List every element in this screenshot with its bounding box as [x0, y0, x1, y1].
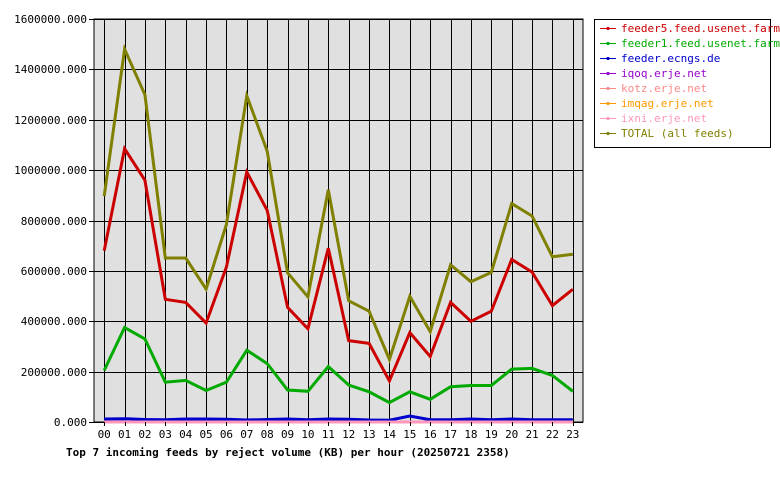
legend-label: TOTAL (all feeds) — [621, 127, 734, 140]
x-tick-label: 19 — [485, 428, 498, 441]
legend-marker — [606, 131, 610, 136]
legend-label: feeder5.feed.usenet.farm — [621, 22, 780, 35]
x-tick-label: 22 — [546, 428, 559, 441]
legend-label: imqag.erje.net — [621, 97, 714, 110]
y-tick-label: 1000000.000 — [14, 164, 87, 177]
x-tick-label: 17 — [444, 428, 457, 441]
y-tick-label: 1600000.000 — [14, 13, 87, 26]
x-tick-label: 01 — [118, 428, 131, 441]
x-tick-label: 03 — [159, 428, 172, 441]
x-tick-label: 11 — [322, 428, 335, 441]
y-tick-label: 600000.000 — [21, 265, 87, 278]
x-tick-label: 16 — [424, 428, 437, 441]
plot-background — [93, 18, 584, 423]
series-lines — [102, 43, 574, 424]
x-tick-label: 20 — [505, 428, 518, 441]
x-tick-label: 23 — [566, 428, 579, 441]
legend-marker — [606, 56, 610, 61]
x-tick-label: 02 — [138, 428, 151, 441]
x-tick-label: 04 — [179, 428, 193, 441]
x-axis-ticks: 00 01 02 03 04 05 06 07 08 09 10 11 12 13 14 15 16 17 18 19… — [98, 422, 579, 441]
x-tick-label: 00 — [98, 428, 111, 441]
legend-marker — [606, 86, 610, 91]
series-line-total-all-feeds — [102, 43, 573, 364]
legend-box — [594, 19, 771, 148]
x-tick-label: 10 — [301, 428, 314, 441]
x-tick-label: 15 — [403, 428, 416, 441]
legend-marker — [606, 101, 610, 106]
chart-title: Top 7 incoming feeds by reject volume (K… — [66, 446, 510, 459]
x-tick-label: 06 — [220, 428, 233, 441]
series-line-feeder1-feed-usenet-farm — [102, 325, 574, 405]
y-tick-label: 1400000.000 — [14, 63, 87, 76]
legend-label: iqoq.erje.net — [621, 67, 707, 80]
x-tick-label: 05 — [199, 428, 212, 441]
legend-label: kotz.erje.net — [621, 82, 707, 95]
plot-area — [93, 18, 584, 423]
y-tick-label: 1200000.000 — [14, 114, 87, 127]
legend-label: feeder1.feed.usenet.farm — [621, 37, 780, 50]
x-tick-label: 09 — [281, 428, 294, 441]
x-tick-label: 21 — [525, 428, 538, 441]
x-tick-label: 08 — [261, 428, 274, 441]
legend: feeder5.feed.usenet.farm feeder1.feed.use… — [594, 19, 780, 148]
series-line-feeder-ecngs-de — [104, 414, 573, 422]
series-line-feeder5-feed-usenet-farm — [102, 144, 574, 385]
legend-marker — [606, 26, 610, 31]
y-tick-label: 800000.000 — [21, 215, 87, 228]
legend-label: feeder.ecngs.de — [621, 52, 720, 65]
x-tick-label: 12 — [342, 428, 355, 441]
y-tick-label: 200000.000 — [21, 366, 87, 379]
y-axis-ticks: 0.000 200000.000 400000.000 600000.000 80000… — [14, 13, 94, 429]
x-tick-label: 07 — [240, 428, 253, 441]
y-tick-label: 0.000 — [54, 416, 87, 429]
y-tick-label: 400000.000 — [21, 315, 87, 328]
legend-marker — [606, 41, 610, 46]
legend-label: ixni.erje.net — [621, 112, 707, 125]
x-tick-label: 18 — [464, 428, 477, 441]
legend-marker — [606, 116, 610, 121]
legend-marker — [606, 71, 610, 76]
x-tick-label: 14 — [383, 428, 397, 441]
x-tick-label: 13 — [362, 428, 375, 441]
